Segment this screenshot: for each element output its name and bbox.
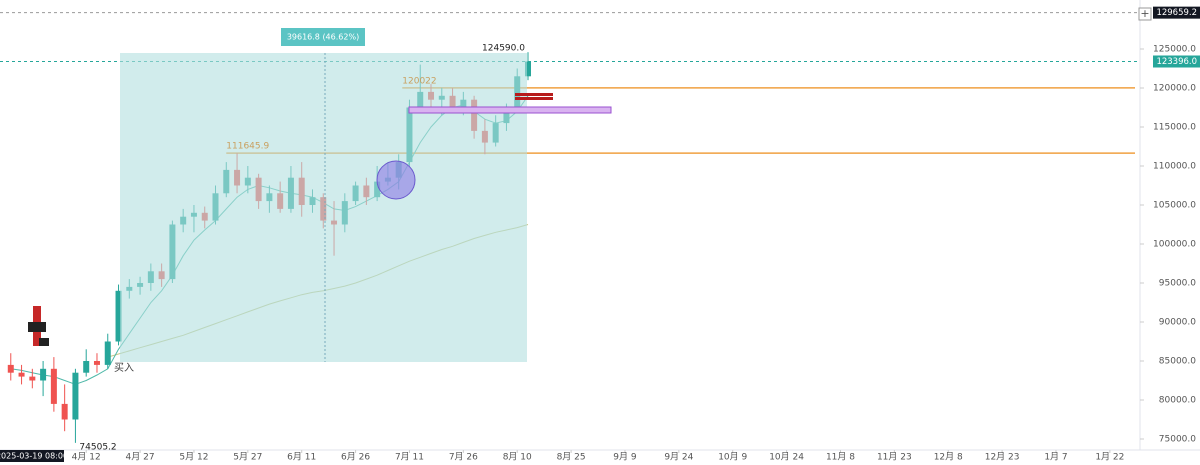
annotation: 74505.2 xyxy=(79,442,116,452)
zone xyxy=(408,106,612,114)
y-tick-label: 85000.0 xyxy=(1159,356,1196,366)
candle-body xyxy=(18,372,25,377)
candle-body xyxy=(524,61,531,77)
add-icon[interactable]: + xyxy=(1140,7,1149,20)
x-tick-label: 9月 24 xyxy=(664,452,693,463)
x-tick-label: 10月 24 xyxy=(769,452,804,463)
measure-box xyxy=(120,53,527,362)
level-label: 111645.9 xyxy=(226,142,269,152)
candle-body xyxy=(7,364,14,373)
cursor-label: 2025-03-19 08:00 xyxy=(0,452,68,461)
add-button[interactable] xyxy=(1138,7,1152,21)
x-tick-label: 8月 10 xyxy=(503,452,532,463)
annotation: 124590.0 xyxy=(482,44,525,54)
x-tick-label: 7月 26 xyxy=(449,452,478,463)
measure-label-box xyxy=(281,28,365,46)
candle-body xyxy=(104,341,111,365)
price-box xyxy=(1153,55,1200,68)
logo xyxy=(28,306,49,346)
y-tick-label: 125000.0 xyxy=(1153,44,1196,54)
x-tick-label: 1月 22 xyxy=(1095,452,1124,463)
x-tick-label: 12月 8 xyxy=(934,452,963,463)
zone-red xyxy=(515,93,553,96)
candle-body xyxy=(72,372,79,420)
y-tick-label: 75000.0 xyxy=(1159,435,1196,445)
y-tick-label: 90000.0 xyxy=(1159,317,1196,327)
y-tick-label: 120000.0 xyxy=(1153,83,1196,93)
measure-label: 39616.8 (46.62%) xyxy=(287,33,359,42)
candle-body xyxy=(115,290,122,342)
x-tick-label: 8月 25 xyxy=(557,452,586,463)
candle-body xyxy=(40,368,47,381)
y-tick-label: 105000.0 xyxy=(1153,200,1196,210)
buy-label: 买入 xyxy=(114,362,134,374)
y-tick-label: 95000.0 xyxy=(1159,278,1196,288)
candle-body xyxy=(50,368,57,404)
x-tick-label: 11月 23 xyxy=(877,452,912,463)
y-tick-label: 100000.0 xyxy=(1153,239,1196,249)
y-tick-label: 80000.0 xyxy=(1159,396,1196,406)
circle-marker xyxy=(376,160,416,200)
zone-red xyxy=(515,97,553,100)
x-tick-label: 7月 11 xyxy=(395,452,424,463)
x-tick-label: 1月 7 xyxy=(1044,452,1067,463)
x-tick-label: 5月 27 xyxy=(233,452,262,463)
x-tick-label: 9月 9 xyxy=(613,452,637,463)
x-tick-label: 4月 12 xyxy=(72,452,101,463)
price-box xyxy=(1153,6,1200,19)
candle-body xyxy=(61,403,68,420)
x-tick-label: 12月 23 xyxy=(985,452,1020,463)
y-tick-label: 110000.0 xyxy=(1153,161,1196,171)
x-tick-label: 6月 26 xyxy=(341,452,370,463)
x-tick-label: 6月 11 xyxy=(287,452,316,463)
candle-body xyxy=(83,360,90,373)
candle-body xyxy=(93,360,100,365)
x-tick-label: 11月 8 xyxy=(826,452,855,463)
cursor-box xyxy=(0,450,64,462)
candle-body xyxy=(29,376,36,381)
x-tick-label: 10月 9 xyxy=(718,452,747,463)
x-tick-label: 4月 27 xyxy=(126,452,155,463)
x-tick-label: 5月 12 xyxy=(179,452,208,463)
price-label: 123396.0 xyxy=(1156,57,1197,67)
y-tick-label: 115000.0 xyxy=(1153,122,1196,132)
price-label: 129659.2 xyxy=(1156,8,1197,18)
level-label: 120022 xyxy=(402,76,436,86)
